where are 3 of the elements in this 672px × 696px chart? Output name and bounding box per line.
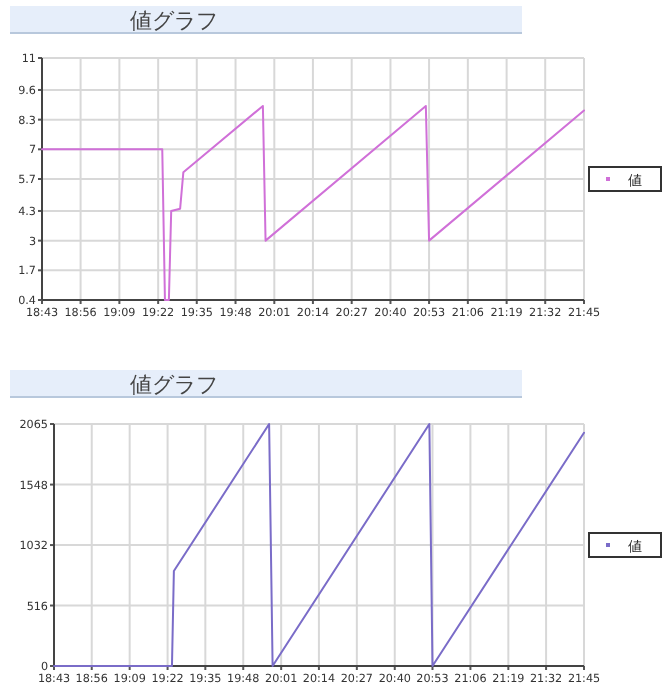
line-series — [53, 423, 585, 667]
chart-title: 値グラフ — [130, 372, 218, 398]
chart-title: 値グラフ — [130, 8, 218, 34]
